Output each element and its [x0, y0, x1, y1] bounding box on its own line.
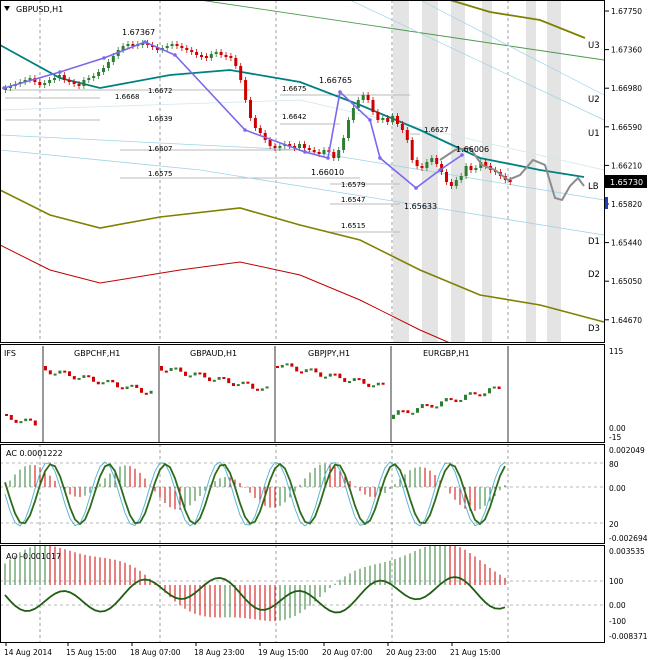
- ifs-symbol: GBPAUD,H1: [190, 349, 237, 358]
- time-tick: 18 Aug 07:00: [130, 648, 181, 657]
- level-lines: [5, 89, 420, 233]
- price-tick: 1.65050: [611, 277, 642, 286]
- ac-scale: -0.002694: [609, 534, 648, 543]
- price-tick: 1.65820: [611, 200, 642, 209]
- time-tick: 21 Aug 15:00: [450, 648, 501, 657]
- level-label: 1.6639: [148, 115, 173, 123]
- price-tick: 1.67750: [611, 7, 642, 16]
- time-tick: 20 Aug 07:00: [322, 648, 373, 657]
- ac-scale: 20: [609, 520, 619, 529]
- price-tick: 1.64670: [611, 316, 642, 325]
- price-tick: 1.66210: [611, 161, 642, 170]
- time-axis-svg[interactable]: 14 Aug 2014 15 Aug 15:00 18 Aug 07:00 18 Au…: [0, 643, 650, 660]
- level-label: 1.6627: [424, 126, 449, 134]
- ac-chart[interactable]: AC 0.0001222 0.002049 80 0.00 20 -0.0026…: [0, 444, 650, 544]
- current-price: 1.65730: [610, 178, 643, 187]
- ao-scale: 0.00: [609, 601, 626, 610]
- ac-scale: 80: [609, 460, 619, 469]
- chart-menu-icon[interactable]: [4, 6, 10, 11]
- time-tick: 15 Aug 15:00: [66, 648, 117, 657]
- pivot-label-d1: D1: [588, 237, 600, 247]
- level-label: 1.6607: [148, 145, 173, 153]
- forecast-shading: [393, 1, 561, 342]
- current-price-box: [605, 175, 647, 188]
- ao-scale: -100: [609, 617, 626, 626]
- level-label: 1.6675: [282, 85, 307, 93]
- pivot-label-d3: D3: [588, 324, 600, 334]
- ifs-symbol: EURGBP,H1: [423, 349, 470, 358]
- pivot-label-d2: D2: [588, 270, 600, 280]
- ifs-chart[interactable]: IFS GBPCHF,H1 GBPAUD,H1 GBPJPY,H1 EURGBP…: [0, 344, 650, 443]
- time-tick: 20 Aug 23:00: [386, 648, 437, 657]
- pivot-label-lb: LB: [588, 182, 599, 192]
- ifs-plot-frame: [0, 344, 605, 443]
- ifs-title: IFS: [4, 349, 16, 358]
- level-label: 1.6579: [341, 181, 366, 189]
- pivot-label-u1: U1: [588, 129, 600, 139]
- symbol-title: GBPUSD,H1: [16, 5, 63, 14]
- peak-label: 1.66006: [456, 145, 489, 154]
- level-label: 1.6642: [282, 113, 307, 121]
- price-scale[interactable]: 1.67750 1.67360 1.66980 1.66590 1.66210 1.658…: [605, 7, 642, 343]
- price-tick: 1.66980: [611, 84, 642, 93]
- time-tick: 19 Aug 15:00: [258, 648, 309, 657]
- ao-chart[interactable]: AO -0.001017 0.003535 100 0.00 -100 -0.0…: [0, 545, 650, 643]
- main-plot-frame: [0, 0, 605, 343]
- ao-plot-frame: [0, 545, 605, 643]
- price-tick: 1.67360: [611, 46, 642, 55]
- price-tick: 1.66590: [611, 123, 642, 132]
- level-label: 1.6515: [341, 222, 366, 230]
- ac-scale: 0.00: [609, 484, 626, 493]
- price-chart[interactable]: GBPUSD,H1 1.67367 1.66765 1.66010 1.6600…: [0, 0, 650, 343]
- level-label: 1.6575: [148, 170, 173, 178]
- ao-pane[interactable]: AO -0.001017 0.003535 100 0.00 -100 -0.0…: [0, 545, 650, 643]
- ifs-scale-top: 115: [609, 347, 624, 356]
- ao-scale: -0.008371: [609, 632, 648, 641]
- peak-label: 1.65633: [404, 202, 437, 211]
- pivot-label-u2: U2: [588, 95, 600, 105]
- ac-histogram: [0, 461, 604, 527]
- time-axis[interactable]: 14 Aug 2014 15 Aug 15:00 18 Aug 07:00 18 Au…: [0, 643, 650, 660]
- ifs-symbol: GBPCHF,H1: [74, 349, 120, 358]
- ao-title: AO -0.001017: [6, 552, 61, 561]
- ifs-symbol: GBPJPY,H1: [308, 349, 350, 358]
- peak-label: 1.67367: [122, 28, 155, 37]
- ao-separators: [39, 545, 509, 643]
- ac-plot-frame: [0, 444, 605, 544]
- pivot-label-u3: U3: [588, 41, 600, 51]
- ao-histogram: [0, 545, 604, 622]
- time-tick: 14 Aug 2014: [4, 648, 52, 657]
- peak-label: 1.66765: [319, 76, 352, 85]
- zigzag-line: [2, 40, 464, 190]
- forecast-line: [439, 146, 585, 202]
- ifs-scale-bot: -15: [609, 433, 621, 442]
- time-tick: 18 Aug 23:00: [194, 648, 245, 657]
- ifs-pane[interactable]: IFS GBPCHF,H1 GBPAUD,H1 GBPJPY,H1 EURGBP…: [0, 344, 650, 443]
- ifs-scale-mid: 0.00: [609, 424, 626, 433]
- ao-scale: 100: [609, 577, 624, 586]
- price-tick: 1.65440: [611, 239, 642, 248]
- moving-average-curves: [0, 0, 605, 343]
- price-marker: [605, 197, 608, 209]
- level-label: 1.6547: [341, 196, 366, 204]
- ac-scale: 0.002049: [609, 446, 645, 455]
- main-chart-pane[interactable]: GBPUSD,H1 1.67367 1.66765 1.66010 1.6600…: [0, 0, 650, 343]
- ac-title: AC 0.0001222: [6, 449, 63, 458]
- ac-pane[interactable]: AC 0.0001222 0.002049 80 0.00 20 -0.0026…: [0, 444, 650, 544]
- level-label: 1.6668: [115, 93, 140, 101]
- price-candles: [4, 40, 512, 189]
- level-label: 1.6672: [148, 87, 173, 95]
- peak-label: 1.66010: [311, 168, 344, 177]
- ao-scale: 0.003535: [609, 547, 645, 556]
- ifs-mini-charts: [5, 346, 509, 442]
